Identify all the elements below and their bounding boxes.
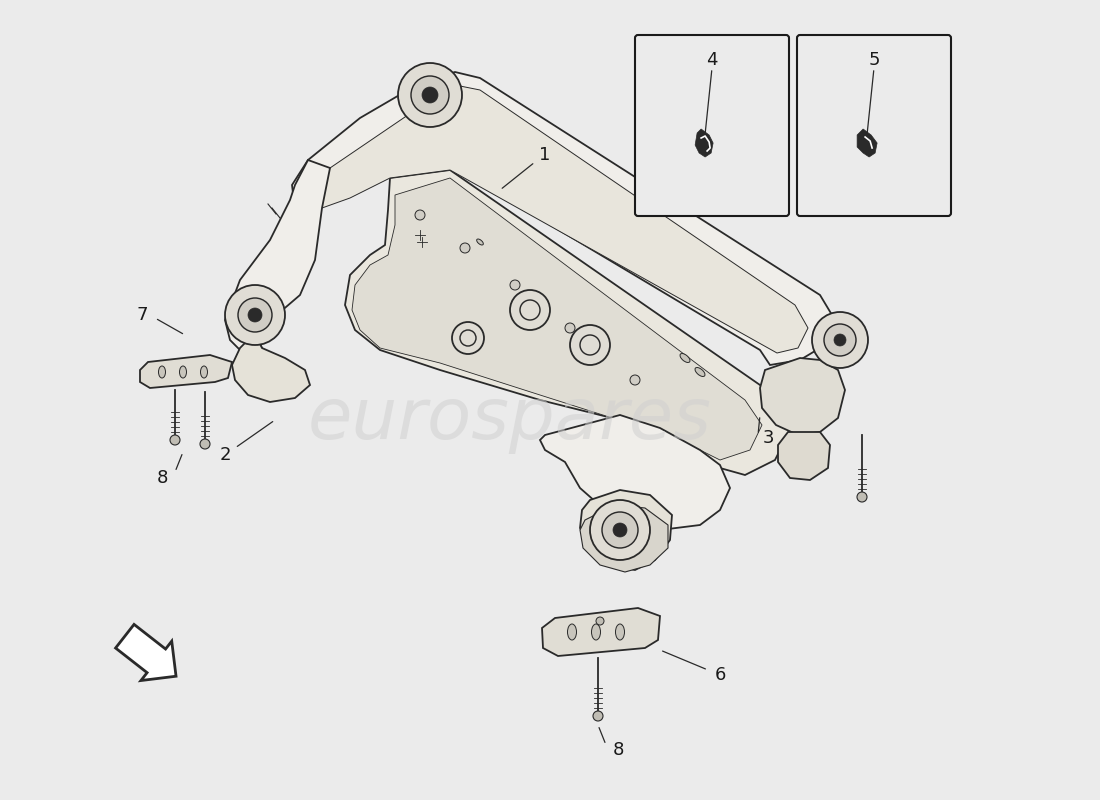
Circle shape xyxy=(565,323,575,333)
Text: 2: 2 xyxy=(219,446,231,464)
Circle shape xyxy=(510,280,520,290)
Polygon shape xyxy=(760,358,845,435)
Polygon shape xyxy=(580,490,672,570)
Circle shape xyxy=(452,322,484,354)
Ellipse shape xyxy=(695,367,705,377)
Polygon shape xyxy=(542,608,660,656)
Circle shape xyxy=(630,375,640,385)
Polygon shape xyxy=(857,129,877,157)
Circle shape xyxy=(510,290,550,330)
Circle shape xyxy=(812,312,868,368)
Circle shape xyxy=(248,308,262,322)
FancyBboxPatch shape xyxy=(798,35,952,216)
Polygon shape xyxy=(232,340,310,402)
Text: 5: 5 xyxy=(868,51,880,69)
Circle shape xyxy=(200,439,210,449)
Ellipse shape xyxy=(158,366,165,378)
Text: 3: 3 xyxy=(762,429,773,447)
Circle shape xyxy=(398,63,462,127)
Circle shape xyxy=(593,711,603,721)
Polygon shape xyxy=(140,355,232,388)
Ellipse shape xyxy=(476,239,483,245)
Polygon shape xyxy=(580,505,668,572)
Circle shape xyxy=(411,76,449,114)
Circle shape xyxy=(834,334,846,346)
FancyBboxPatch shape xyxy=(635,35,789,216)
Ellipse shape xyxy=(568,624,576,640)
Text: 6: 6 xyxy=(714,666,726,684)
Ellipse shape xyxy=(179,366,187,378)
Circle shape xyxy=(226,285,285,345)
Circle shape xyxy=(596,617,604,625)
Circle shape xyxy=(415,210,425,220)
Circle shape xyxy=(590,500,650,560)
Ellipse shape xyxy=(616,624,625,640)
Text: 8: 8 xyxy=(613,741,624,759)
Circle shape xyxy=(824,324,856,356)
Circle shape xyxy=(857,492,867,502)
Circle shape xyxy=(602,512,638,548)
Text: 4: 4 xyxy=(706,51,717,69)
Polygon shape xyxy=(352,178,762,460)
Polygon shape xyxy=(226,160,330,358)
Circle shape xyxy=(170,435,180,445)
Polygon shape xyxy=(116,624,176,681)
Polygon shape xyxy=(315,86,808,353)
Circle shape xyxy=(570,325,611,365)
Circle shape xyxy=(613,523,627,537)
Text: 7: 7 xyxy=(136,306,147,324)
Text: 8: 8 xyxy=(156,469,167,487)
Ellipse shape xyxy=(200,366,208,378)
Ellipse shape xyxy=(680,354,690,362)
Polygon shape xyxy=(345,170,790,475)
Text: eurospares: eurospares xyxy=(308,386,712,454)
Circle shape xyxy=(422,87,438,103)
Polygon shape xyxy=(778,432,830,480)
Circle shape xyxy=(460,243,470,253)
Polygon shape xyxy=(292,72,835,365)
Ellipse shape xyxy=(592,624,601,640)
Circle shape xyxy=(238,298,272,332)
Polygon shape xyxy=(540,415,730,530)
Text: 1: 1 xyxy=(539,146,551,164)
Polygon shape xyxy=(695,129,713,157)
